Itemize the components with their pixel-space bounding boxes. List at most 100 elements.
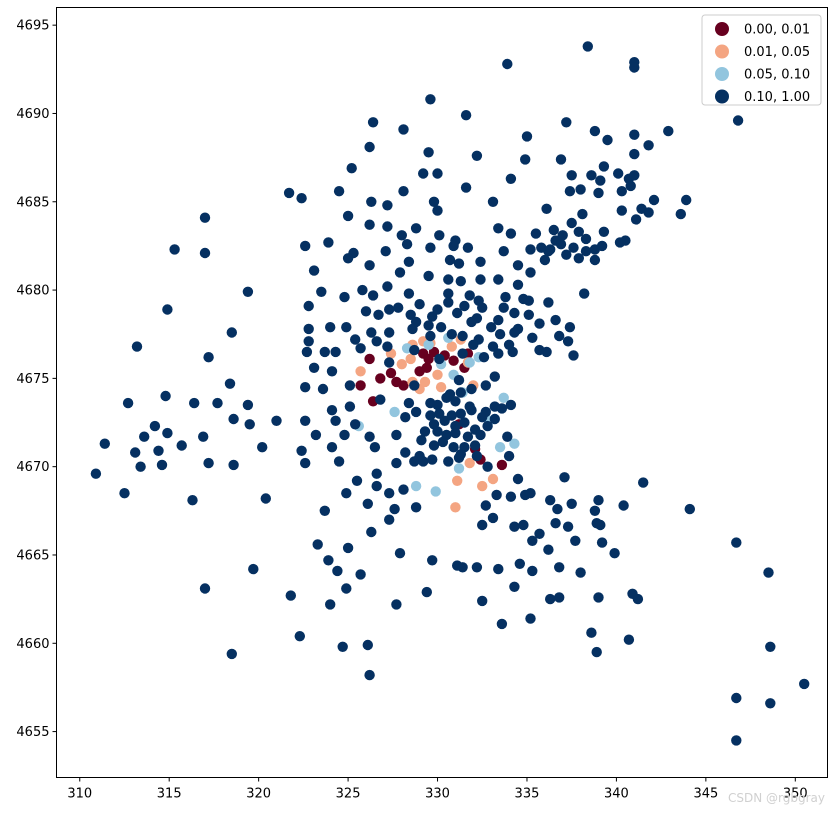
data-point	[545, 495, 556, 506]
data-point	[400, 447, 411, 458]
data-point	[326, 405, 338, 416]
data-point	[366, 196, 377, 207]
data-point	[443, 274, 454, 285]
data-point	[446, 341, 457, 352]
data-point	[471, 150, 483, 161]
data-point	[466, 405, 477, 416]
data-point	[160, 390, 171, 402]
data-point	[391, 429, 402, 441]
data-point	[325, 599, 336, 610]
data-point	[527, 332, 538, 343]
data-point	[248, 563, 259, 575]
data-point	[405, 353, 416, 365]
data-point	[464, 290, 475, 301]
data-point	[308, 362, 320, 373]
data-point	[493, 274, 504, 285]
data-point	[228, 413, 239, 425]
y-tick-label: 4695	[16, 19, 49, 34]
x-tick-label: 325	[336, 787, 361, 802]
data-point	[765, 698, 776, 709]
data-point	[434, 230, 445, 241]
data-point	[362, 639, 373, 651]
data-point	[371, 480, 382, 492]
data-point	[593, 495, 604, 506]
data-point	[375, 373, 386, 384]
data-point	[731, 735, 742, 746]
data-point	[139, 431, 150, 442]
data-point	[509, 327, 520, 338]
data-point	[493, 563, 504, 575]
data-point	[407, 323, 418, 335]
data-point	[339, 291, 350, 303]
data-point	[589, 254, 601, 266]
data-point	[486, 322, 497, 333]
data-point	[580, 233, 592, 245]
data-point	[418, 456, 429, 467]
data-point	[301, 346, 313, 358]
data-point	[595, 175, 606, 186]
data-point	[396, 230, 407, 241]
data-point	[294, 631, 305, 642]
data-point	[119, 488, 130, 499]
data-point	[541, 346, 552, 358]
data-point	[478, 352, 490, 363]
data-point	[432, 426, 443, 437]
data-point	[410, 502, 422, 513]
data-point	[629, 170, 640, 181]
data-point	[593, 187, 604, 199]
data-point	[562, 336, 574, 347]
data-point	[493, 348, 504, 359]
data-point	[384, 357, 395, 368]
data-point	[162, 427, 173, 439]
data-point	[464, 357, 475, 368]
y-tick-label: 4675	[16, 372, 49, 387]
x-tick-label: 350	[783, 787, 808, 802]
data-point	[389, 406, 400, 418]
data-point	[187, 495, 198, 506]
data-point	[303, 336, 314, 347]
data-point	[477, 302, 488, 313]
data-point	[323, 237, 334, 248]
data-point	[632, 593, 644, 605]
data-point	[446, 410, 457, 421]
data-point	[466, 316, 477, 328]
data-point	[496, 403, 508, 414]
data-point	[443, 297, 454, 308]
data-point	[573, 253, 584, 264]
data-point	[414, 366, 425, 377]
data-point	[203, 457, 214, 469]
data-point	[339, 429, 350, 441]
x-tick-label: 310	[67, 787, 92, 802]
data-point	[629, 129, 640, 140]
x-tick-label: 330	[425, 787, 450, 802]
data-point	[477, 595, 488, 607]
data-point	[566, 217, 577, 229]
data-point	[242, 399, 254, 411]
data-point	[543, 544, 554, 555]
data-point	[575, 184, 586, 195]
data-point	[364, 669, 375, 681]
legend-label: 0.01, 0.05	[744, 45, 810, 60]
data-point	[398, 186, 409, 197]
data-point	[391, 599, 402, 610]
data-point	[509, 581, 520, 592]
data-point	[505, 173, 517, 184]
data-point	[350, 419, 361, 430]
data-point	[369, 442, 381, 453]
data-point	[398, 484, 409, 495]
data-point	[271, 415, 282, 426]
x-axis: 310 315 320 325 330 335 340 345 350	[67, 777, 808, 802]
data-point	[464, 457, 475, 469]
data-point	[427, 311, 438, 322]
data-point	[684, 503, 695, 515]
data-point	[382, 281, 393, 292]
data-point	[342, 542, 354, 554]
data-point	[360, 306, 372, 317]
data-point	[460, 110, 472, 121]
data-point	[450, 502, 461, 513]
data-point	[375, 394, 386, 405]
data-point	[523, 309, 534, 320]
x-tick-label: 320	[246, 787, 271, 802]
data-point	[389, 503, 400, 515]
